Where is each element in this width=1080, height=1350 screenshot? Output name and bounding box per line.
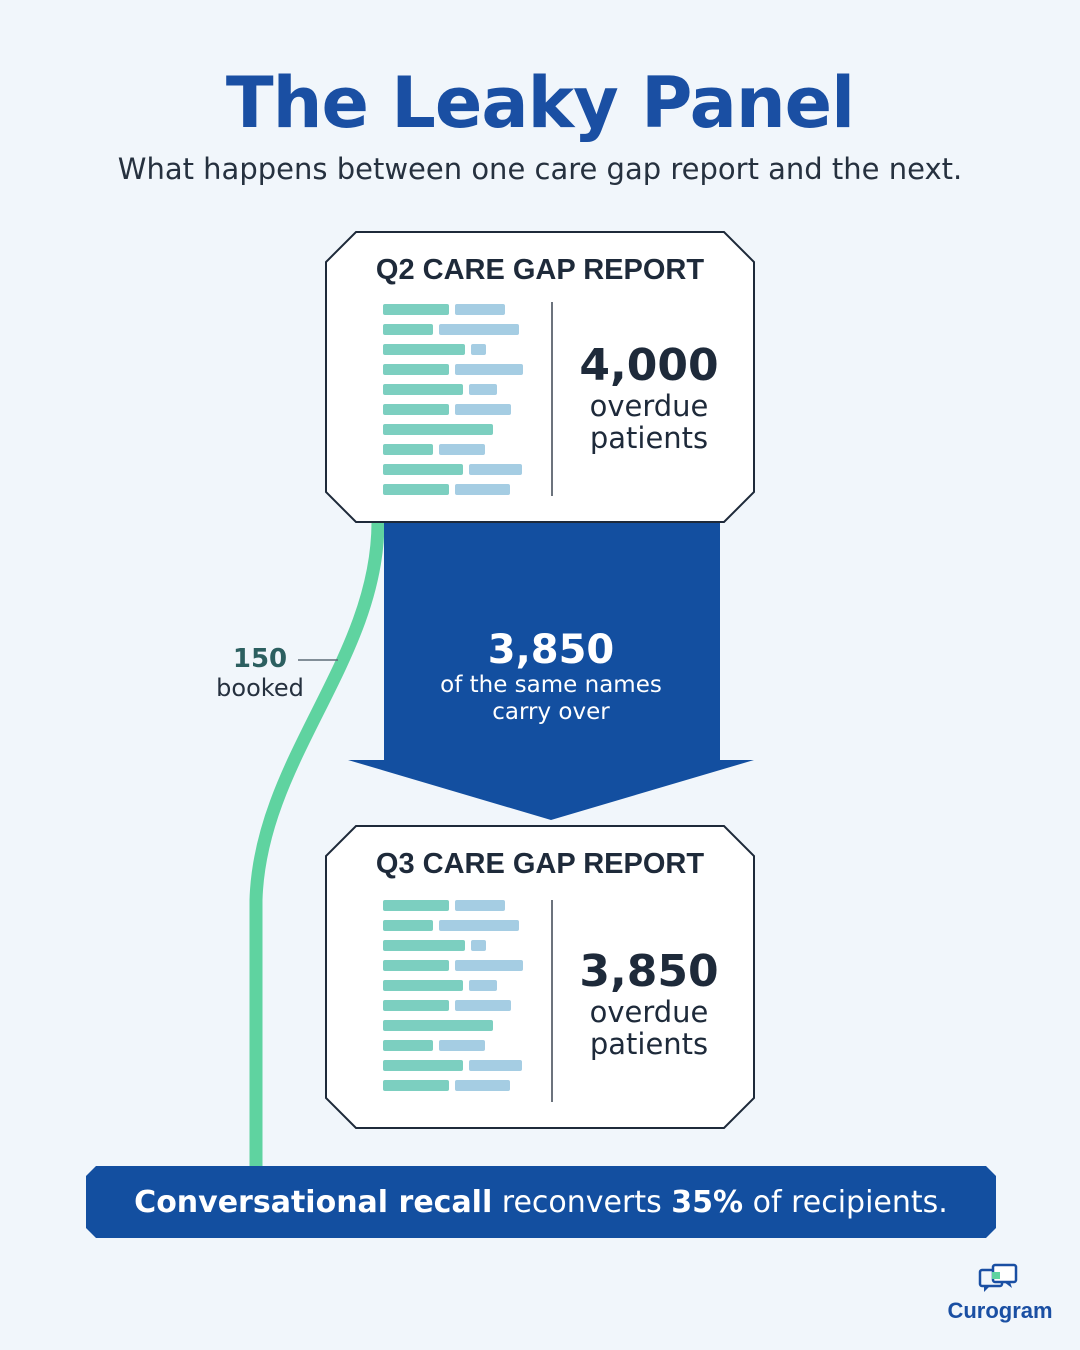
report-row-bar bbox=[469, 980, 497, 991]
report-row-bar bbox=[383, 1080, 449, 1091]
report-row-bar bbox=[455, 1080, 510, 1091]
brand-logo-text: Curogram bbox=[947, 1298, 1053, 1323]
q2-overdue-label-1: overdue bbox=[589, 389, 709, 423]
report-row-bar bbox=[455, 900, 505, 911]
recall-banner-text: Conversational recall reconverts 35% of … bbox=[86, 1166, 996, 1238]
chat-bubbles-icon bbox=[978, 1263, 1018, 1292]
booked-label: 150 booked bbox=[200, 644, 320, 702]
report-row-bar bbox=[383, 1000, 449, 1011]
carry-over-desc-1: of the same names bbox=[440, 672, 662, 698]
report-row-bar bbox=[383, 404, 449, 415]
report-row-bar bbox=[471, 344, 486, 355]
report-row-bar bbox=[383, 980, 463, 991]
q3-overdue-count: 3,850 bbox=[579, 946, 719, 997]
report-row-bar bbox=[383, 484, 449, 495]
report-row-bar bbox=[383, 1020, 493, 1031]
q3-overdue-stat: 3,850 overdue patients bbox=[549, 946, 749, 1061]
report-row-bar bbox=[383, 424, 493, 435]
q2-overdue-label-2: patients bbox=[589, 421, 709, 455]
report-row-bar bbox=[383, 960, 449, 971]
report-row-bar bbox=[383, 344, 465, 355]
report-row-bar bbox=[439, 444, 485, 455]
page-title: The Leaky Panel bbox=[225, 62, 855, 144]
q2-overdue-count: 4,000 bbox=[579, 340, 719, 391]
report-row-bar bbox=[469, 1060, 522, 1071]
report-row-bar bbox=[455, 364, 523, 375]
report-row-bar bbox=[455, 404, 511, 415]
report-row-bar bbox=[383, 384, 463, 395]
report-row-bar bbox=[383, 364, 449, 375]
report-row-bar bbox=[383, 1060, 463, 1071]
report-row-bar bbox=[383, 464, 463, 475]
booked-desc: booked bbox=[216, 674, 304, 702]
recall-banner bbox=[86, 1166, 996, 1238]
report-row-bar bbox=[469, 464, 522, 475]
report-row-bar bbox=[383, 324, 433, 335]
banner-emphasis-2: 35% bbox=[671, 1184, 744, 1220]
report-row-bar bbox=[383, 900, 449, 911]
report-row-bar bbox=[439, 324, 519, 335]
q3-card-title: Q3 CARE GAP REPORT bbox=[375, 848, 705, 880]
booked-count: 150 bbox=[232, 644, 288, 674]
report-row-bar bbox=[469, 384, 497, 395]
report-row-bar bbox=[383, 940, 465, 951]
page-subtitle: What happens between one care gap report… bbox=[117, 152, 963, 186]
q2-overdue-stat: 4,000 overdue patients bbox=[549, 340, 749, 455]
report-row-bar bbox=[439, 1040, 485, 1051]
report-row-bar bbox=[383, 304, 449, 315]
report-row-bar bbox=[471, 940, 486, 951]
banner-text-4: of recipients. bbox=[743, 1184, 948, 1220]
carry-over-desc-2: carry over bbox=[492, 699, 610, 725]
q2-card-title: Q2 CARE GAP REPORT bbox=[375, 254, 705, 286]
q3-report-rows bbox=[383, 900, 523, 1091]
report-row-bar bbox=[383, 1040, 433, 1051]
report-row-bar bbox=[455, 960, 523, 971]
report-row-bar bbox=[383, 444, 433, 455]
report-row-bar bbox=[455, 304, 505, 315]
carry-over-count: 3,850 bbox=[487, 627, 615, 673]
report-row-bar bbox=[455, 1000, 511, 1011]
carry-over-label: 3,850 of the same names carry over bbox=[382, 628, 720, 726]
report-row-bar bbox=[439, 920, 519, 931]
carry-over-arrow bbox=[348, 522, 754, 820]
report-row-bar bbox=[455, 484, 510, 495]
report-row-bar bbox=[383, 920, 433, 931]
q3-overdue-label-2: patients bbox=[589, 1027, 709, 1061]
banner-text-2: reconverts bbox=[492, 1184, 672, 1220]
q2-report-rows bbox=[383, 304, 523, 495]
banner-emphasis-1: Conversational recall bbox=[134, 1184, 493, 1220]
q3-overdue-label-1: overdue bbox=[589, 995, 709, 1029]
booked-leak-line bbox=[249, 515, 385, 1177]
